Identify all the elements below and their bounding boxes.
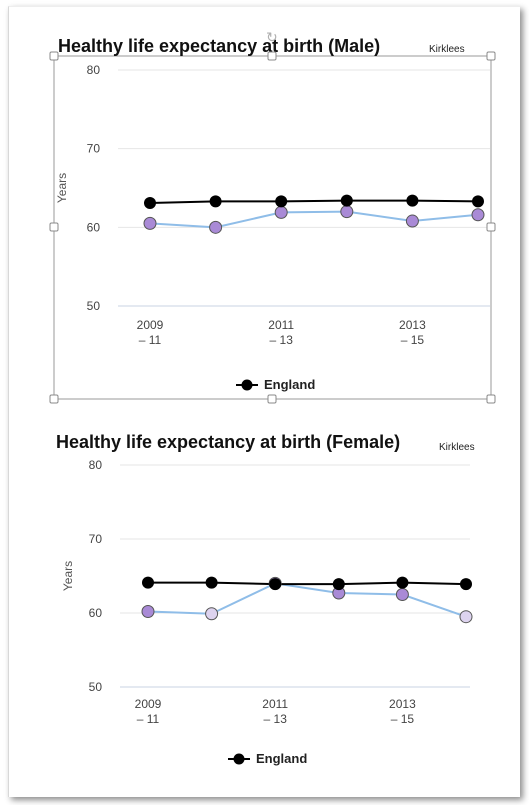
legend[interactable]: England (236, 377, 315, 392)
y-tick-label: 60 (87, 220, 101, 234)
male-chart[interactable]: Healthy life expectancy at birth (Male) … (0, 0, 529, 410)
y-tick-label: 60 (89, 606, 103, 620)
data-point-england[interactable] (406, 194, 419, 207)
data-point-kirklees[interactable] (141, 605, 155, 619)
resize-handle[interactable] (486, 51, 496, 61)
data-point-kirklees[interactable] (209, 220, 223, 234)
y-tick-label: 70 (87, 142, 101, 156)
series-line-kirklees (147, 582, 467, 618)
resize-handle[interactable] (486, 222, 496, 232)
x-tick-label-range: – 11 (139, 333, 162, 347)
x-tick-label-range: – 15 (391, 712, 415, 726)
resize-handle[interactable] (267, 394, 277, 404)
x-tick-label-range: – 11 (137, 712, 160, 726)
male-chart-svg: Healthy life expectancy at birth (Male) … (49, 29, 496, 404)
data-point-england[interactable] (275, 195, 288, 208)
data-point-kirklees[interactable] (471, 208, 485, 222)
legend-marker-england (233, 753, 245, 765)
data-point-england[interactable] (142, 576, 154, 589)
y-tick-label: 50 (87, 299, 101, 313)
data-point-england[interactable] (340, 194, 353, 207)
y-axis-label: Years (55, 173, 69, 203)
y-tick-label: 70 (89, 532, 103, 546)
data-point-kirklees[interactable] (205, 607, 219, 621)
resize-handle[interactable] (486, 394, 496, 404)
data-point-kirklees[interactable] (395, 588, 409, 601)
rotate-handle-icon[interactable]: ↻ (266, 29, 278, 45)
x-tick-label-year: 2013 (389, 697, 416, 711)
data-point-england[interactable] (209, 195, 222, 208)
series-lines (149, 199, 479, 229)
legend[interactable]: England (228, 751, 307, 766)
y-tick-label: 80 (89, 458, 103, 472)
data-point-england[interactable] (396, 576, 409, 589)
resize-handle[interactable] (49, 222, 59, 232)
chart-subtitle: Kirklees (439, 442, 475, 453)
gridlines (118, 69, 490, 307)
data-point-england[interactable] (269, 578, 282, 591)
resize-handle[interactable] (267, 51, 277, 61)
data-point-kirklees[interactable] (143, 216, 157, 230)
data-point-kirklees[interactable] (459, 610, 473, 624)
selection-handles[interactable] (49, 51, 496, 404)
document-page (8, 6, 520, 797)
data-point-england[interactable] (205, 576, 218, 589)
x-tick-label-range: – 13 (264, 712, 288, 726)
y-axis-label: Years (61, 561, 75, 591)
legend-marker-england (241, 379, 253, 391)
resize-handle[interactable] (49, 394, 59, 404)
y-tick-label: 50 (89, 680, 103, 694)
series-line-england (148, 581, 467, 586)
data-points (141, 576, 473, 624)
series-line-england (149, 199, 479, 204)
x-tick-label-year: 2009 (135, 697, 162, 711)
chart-title: Healthy life expectancy at birth (Male) (58, 36, 380, 56)
legend-label-england: England (264, 377, 315, 392)
series-line-kirklees (149, 210, 479, 229)
tick-labels: 50 60 70 80 2009– 11 2011– 13 2013– 15 (87, 63, 426, 347)
data-point-england[interactable] (472, 195, 484, 208)
data-points (143, 194, 485, 234)
gridlines (120, 464, 470, 688)
data-point-england[interactable] (144, 196, 156, 209)
x-tick-label-year: 2011 (268, 318, 294, 332)
data-point-kirklees[interactable] (405, 214, 419, 228)
x-tick-label-range: – 13 (270, 333, 294, 347)
y-tick-label: 80 (87, 63, 101, 77)
legend-label-england: England (256, 751, 307, 766)
x-tick-label-range: – 15 (401, 333, 425, 347)
resize-handle[interactable] (49, 51, 59, 61)
data-point-england[interactable] (332, 578, 345, 591)
x-tick-label-year: 2013 (399, 318, 426, 332)
data-point-england[interactable] (460, 578, 472, 591)
tick-labels: 50 60 70 80 2009– 11 2011– 13 2013– 15 (89, 458, 416, 726)
x-tick-label-year: 2009 (137, 318, 164, 332)
chart-subtitle: Kirklees (429, 44, 465, 55)
series-lines (147, 581, 467, 618)
x-tick-label-year: 2011 (262, 697, 288, 711)
chart-title: Healthy life expectancy at birth (Female… (56, 432, 400, 452)
